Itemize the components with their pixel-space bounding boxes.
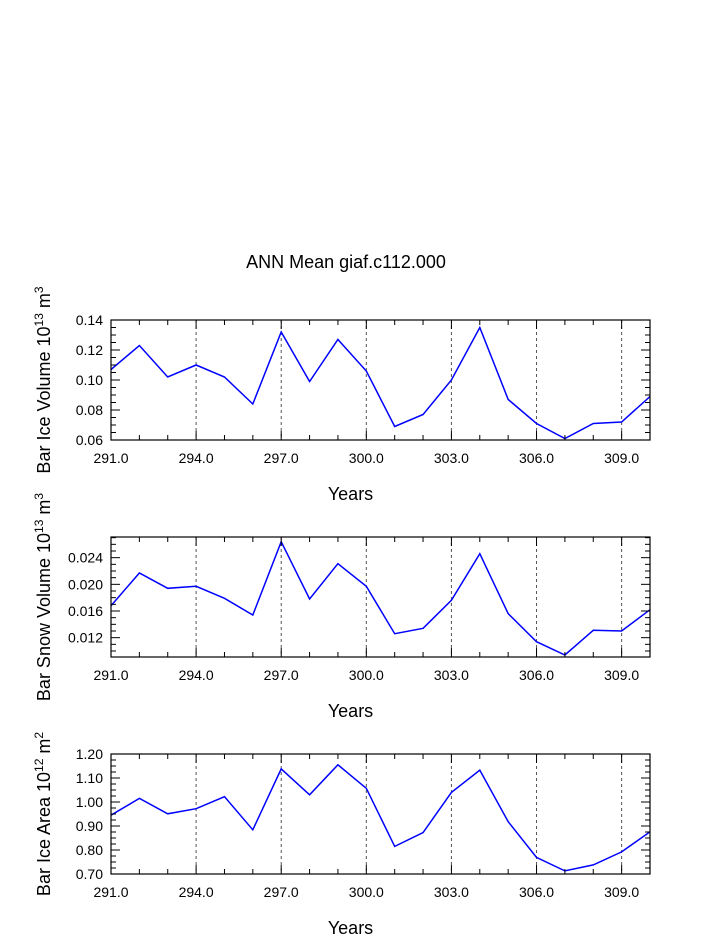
y-tick-label: 0.70 <box>76 866 103 882</box>
plot-frame <box>110 753 651 875</box>
y-tick-label: 0.08 <box>76 402 103 418</box>
y-tick-label: 0.016 <box>68 603 103 619</box>
panels: 291.0 294.0 297.0 300.0 303.0 306.0 309.0 0.06 0… <box>32 286 651 935</box>
panel-2: 291.0 294.0 297.0 300.0 303.0 306.0 309.0 0.012… <box>32 493 651 721</box>
y-tick-label: 0.80 <box>76 842 103 858</box>
y-axis-label: Bar Ice Area 1012 m2 <box>32 732 54 896</box>
x-tick-label: 300.0 <box>349 667 384 683</box>
panel-1: 291.0 294.0 297.0 300.0 303.0 306.0 309.0 0.06 0… <box>32 286 651 504</box>
x-axis-label: Years <box>328 701 373 721</box>
x-tick-label: 300.0 <box>349 450 384 466</box>
x-tick-label: 294.0 <box>179 884 214 900</box>
x-tick-label: 294.0 <box>179 667 214 683</box>
y-tick-label: 0.10 <box>76 372 103 388</box>
panel-3: 291.0 294.0 297.0 300.0 303.0 306.0 309.0 0.70 0… <box>32 732 651 935</box>
y-tick-label: 1.10 <box>76 770 103 786</box>
y-tick-label: 0.06 <box>76 432 103 448</box>
x-tick-label: 309.0 <box>604 667 639 683</box>
data-series-line <box>110 325 651 440</box>
x-tick-label: 303.0 <box>434 667 469 683</box>
x-tick-label: 297.0 <box>264 667 299 683</box>
x-tick-label: 297.0 <box>264 884 299 900</box>
data-series-line <box>110 763 651 872</box>
y-tick-label: 0.90 <box>76 818 103 834</box>
chart-title: ANN Mean giaf.c112.000 <box>246 252 446 272</box>
x-tick-label: 306.0 <box>519 884 554 900</box>
x-tick-label: 297.0 <box>264 450 299 466</box>
y-tick-label: 0.14 <box>76 312 103 328</box>
x-axis-label: Years <box>328 484 373 504</box>
y-tick-label: 0.020 <box>68 576 103 592</box>
y-axis-label: Bar Snow Volume 1013 m3 <box>32 493 54 701</box>
data-series-line <box>110 539 651 656</box>
y-tick-label: 1.20 <box>76 746 103 762</box>
x-tick-label: 303.0 <box>434 450 469 466</box>
x-tick-label: 291.0 <box>93 667 128 683</box>
plot-frame <box>110 536 651 658</box>
y-axis-label: Bar Ice Volume 1013 m3 <box>32 286 54 473</box>
x-tick-label: 300.0 <box>349 884 384 900</box>
x-tick-label: 309.0 <box>604 450 639 466</box>
x-axis-label: Years <box>328 918 373 935</box>
y-tick-label: 0.12 <box>76 342 103 358</box>
x-tick-label: 309.0 <box>604 884 639 900</box>
y-tick-label: 0.024 <box>68 550 103 566</box>
x-tick-label: 306.0 <box>519 667 554 683</box>
x-tick-label: 294.0 <box>179 450 214 466</box>
y-tick-label: 0.012 <box>68 630 103 646</box>
x-tick-label: 306.0 <box>519 450 554 466</box>
plot-frame <box>110 319 651 441</box>
x-tick-label: 291.0 <box>93 884 128 900</box>
x-tick-label: 291.0 <box>93 450 128 466</box>
y-tick-label: 1.00 <box>76 794 103 810</box>
x-tick-label: 303.0 <box>434 884 469 900</box>
